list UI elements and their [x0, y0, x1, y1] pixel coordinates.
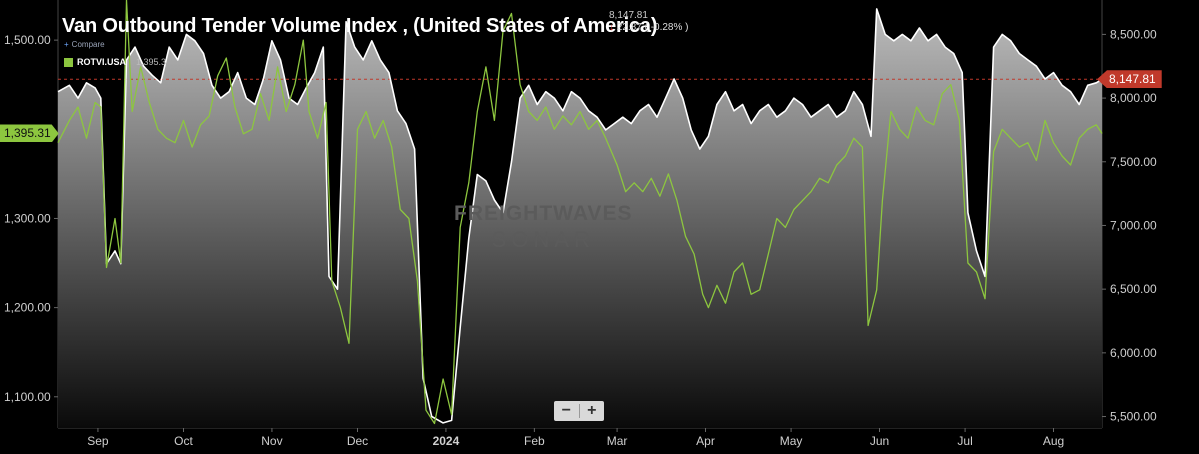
x-tick-label: Jun	[870, 434, 889, 448]
series-line-layer	[57, 0, 1103, 425]
compare-label: Compare	[71, 40, 105, 49]
zoom-in-button[interactable]: +	[587, 402, 597, 419]
last-value: 8,147.81	[609, 10, 648, 21]
left-tick-label: 1,200.00	[4, 301, 51, 315]
x-axis-ticks: Sep Oct Nov Dec 2024 Feb Mar Apr May Jun Jul Aug	[87, 428, 1064, 448]
x-tick-label: Feb	[524, 434, 545, 448]
left-tick-label: 1,300.00	[4, 211, 51, 225]
x-tick-label: Mar	[607, 434, 628, 448]
left-tick-label: 1,500.00	[4, 33, 51, 47]
watermark: FREIGHTWAVES SONAR	[454, 202, 632, 253]
legend-value: 1,395.3	[136, 57, 167, 67]
legend-swatch	[64, 57, 73, 67]
right-last-value-tag: 8,147.81	[1097, 70, 1162, 89]
x-tick-label: Oct	[174, 434, 193, 448]
last-value-box: 8,147.81 ↓ 22.87 ( -0.28% )	[609, 10, 689, 34]
down-arrow-icon: ↓	[609, 22, 614, 33]
x-tick-label: May	[780, 434, 803, 448]
right-tick-label: 7,000.00	[1110, 218, 1157, 232]
series-0-area	[58, 8, 1102, 429]
compare-button[interactable]: + Compare	[64, 40, 105, 49]
right-tick-label: 6,500.00	[1110, 282, 1157, 296]
right-tick-label: 8,000.00	[1110, 91, 1157, 105]
plus-icon: +	[64, 40, 69, 49]
left-tick-label: 1,100.00	[4, 390, 51, 404]
legend-label: ROTVI.USA	[77, 57, 127, 67]
right-tick-label: 8,500.00	[1110, 27, 1157, 41]
zoom-control: − +	[554, 401, 604, 421]
x-tick-label: Aug	[1043, 434, 1064, 448]
series-1-line	[57, 0, 1103, 425]
x-tick-label: 2024	[433, 434, 460, 448]
x-tick-label: Dec	[347, 434, 368, 448]
chart-title: Van Outbound Tender Volume Index , (Unit…	[62, 15, 658, 37]
change-value: 22.87 ( -0.28% )	[616, 22, 689, 33]
zoom-out-button[interactable]: −	[561, 402, 571, 419]
series-0-line	[57, 8, 1103, 424]
left-axis-ticks: 1,100.00 1,200.00 1,300.00 1,500.00	[4, 33, 58, 404]
watermark-line2: SONAR	[491, 227, 595, 252]
right-axis-ticks: 5,500.00 6,000.00 6,500.00 7,000.00 7,500.00…	[1102, 27, 1157, 424]
watermark-line1: FREIGHTWAVES	[454, 202, 633, 225]
legend[interactable]: ROTVI.USA 1,395.3	[64, 57, 166, 67]
right-tick-label: 5,500.00	[1110, 410, 1157, 424]
x-tick-label: Apr	[696, 434, 715, 448]
change-readout: ↓ 22.87 ( -0.28% )	[609, 22, 689, 34]
x-tick-label: Sep	[87, 434, 109, 448]
x-tick-label: Nov	[261, 434, 282, 448]
index-area-layer	[58, 8, 1102, 429]
x-tick-label: Jul	[957, 434, 972, 448]
right-tick-label: 7,500.00	[1110, 155, 1157, 169]
zoom-divider	[578, 404, 580, 418]
left-last-value-tag: 1,395.31	[0, 124, 59, 143]
right-tick-label: 6,000.00	[1110, 346, 1157, 360]
